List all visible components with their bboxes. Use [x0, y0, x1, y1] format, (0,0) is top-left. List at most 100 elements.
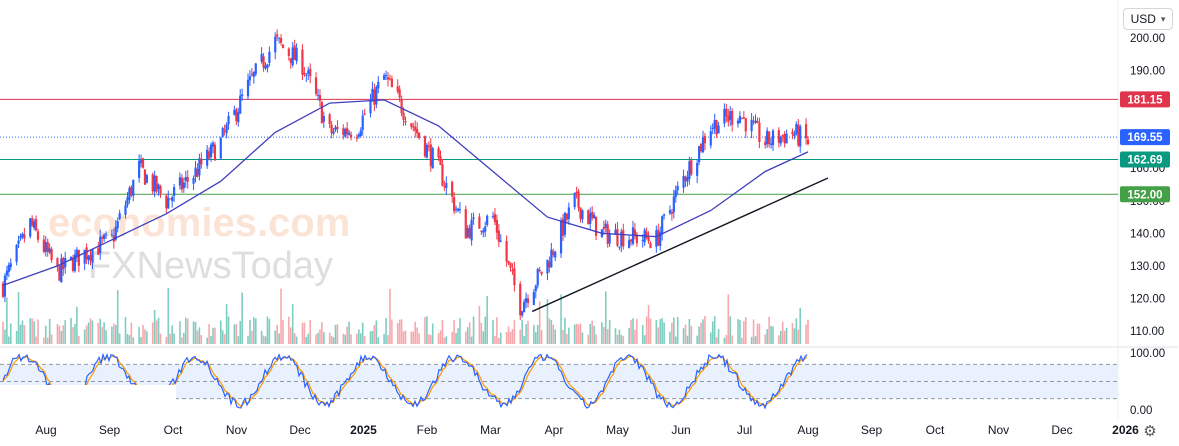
volume-bar [89, 318, 92, 344]
candle-body [472, 217, 475, 219]
volume-bar [781, 321, 784, 344]
candle-body [355, 137, 358, 139]
volume-bar [499, 332, 502, 344]
volume-bar [468, 322, 471, 344]
currency-selector[interactable]: USD ▾ [1123, 8, 1173, 30]
candle-body [254, 63, 257, 75]
volume-bar [779, 330, 782, 344]
candle-body [602, 227, 605, 230]
volume-bar [8, 336, 10, 344]
volume-bar [426, 316, 428, 344]
candle-body [688, 161, 691, 179]
volume-bar [579, 323, 582, 344]
volume-bar [523, 336, 525, 344]
volume-bar [622, 336, 625, 344]
volume-bar [480, 322, 483, 344]
candle-body [594, 216, 598, 236]
candle-body [736, 120, 740, 124]
candle-body [791, 131, 794, 134]
candle-body [486, 215, 489, 225]
candle-body [711, 127, 714, 130]
candle-body [396, 86, 399, 92]
volume-bar [260, 330, 263, 344]
candle-body [672, 196, 675, 213]
candle-body [21, 233, 24, 238]
candle-body [441, 164, 444, 186]
volume-bar [62, 325, 65, 344]
candle-body [357, 134, 360, 137]
time-tick-label: Jun [671, 423, 690, 437]
candle-body [291, 47, 294, 66]
candle-body [305, 74, 308, 76]
candle-body [361, 115, 364, 130]
candle-body [567, 207, 570, 219]
volume-bar [383, 333, 385, 344]
volume-bar [752, 319, 755, 344]
volume-bar [219, 320, 222, 344]
volume-bar [758, 323, 761, 344]
candle-body [425, 144, 428, 158]
candle-body [717, 125, 720, 134]
volume-bar [791, 323, 794, 344]
volume-bar [564, 317, 566, 344]
candle-body [622, 230, 625, 247]
candle-body [145, 175, 148, 183]
volume-bar [214, 327, 216, 344]
volume-bar [293, 333, 296, 344]
candle-body [635, 234, 638, 244]
candle-body [404, 120, 407, 123]
volume-bar [15, 330, 18, 344]
candle-body [266, 64, 269, 68]
volume-bar [276, 324, 278, 344]
candle-body [390, 78, 393, 88]
volume-bar [431, 323, 434, 344]
volume-bar [595, 334, 597, 344]
candle-body [579, 207, 582, 219]
chevron-down-icon: ▾ [1160, 13, 1166, 24]
candle-body [777, 130, 780, 143]
volume-bar [807, 319, 809, 344]
candle-body [274, 36, 277, 53]
candle-body [77, 249, 80, 266]
gear-icon[interactable]: ⚙ [1143, 423, 1157, 440]
volume-bar [525, 324, 527, 344]
candle-body [744, 118, 747, 132]
candle-body [620, 231, 623, 247]
candle-body [132, 179, 135, 196]
candle-body [233, 109, 236, 115]
volume-bar [663, 322, 665, 344]
candle-body [754, 120, 757, 123]
volume-bar [575, 323, 578, 344]
volume-bar [628, 328, 630, 344]
volume-bar [647, 305, 650, 344]
volume-bar [562, 329, 564, 344]
volume-bar [540, 330, 543, 344]
volume-bar [429, 334, 432, 344]
volume-bar [591, 320, 593, 344]
volume-bar [634, 329, 636, 344]
volume-bar [577, 324, 580, 344]
volume-bar [511, 329, 514, 344]
candle-body [73, 254, 77, 271]
candle-body [237, 112, 240, 123]
volume-bar [91, 320, 94, 344]
volume-bar [210, 335, 212, 344]
candle-body [797, 124, 800, 146]
volume-bar [44, 325, 47, 344]
candle-body [742, 117, 745, 119]
volume-bar [521, 319, 523, 344]
candle-body [752, 121, 755, 123]
volume-bar [398, 319, 401, 344]
volume-bar [764, 334, 767, 344]
candle-body [729, 111, 732, 121]
candle-body [769, 143, 773, 145]
candle-body [519, 283, 522, 316]
candle-body [532, 292, 535, 305]
volume-bar [416, 327, 418, 344]
candle-body [795, 124, 798, 134]
candle-body [3, 275, 7, 297]
volume-bar [72, 327, 74, 344]
candle-body [495, 219, 498, 233]
